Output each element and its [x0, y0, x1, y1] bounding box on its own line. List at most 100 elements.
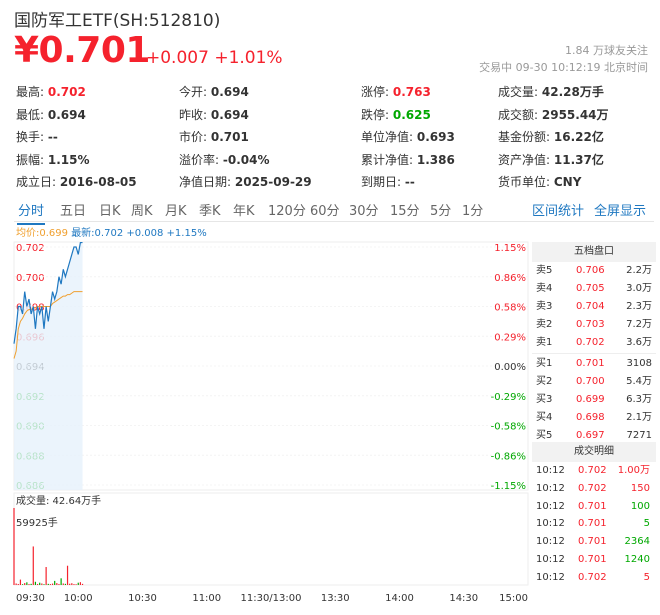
legend-latest-price: 最新:0.702 +0.008 +1.15% [71, 228, 207, 239]
info-label: 单位净值: [361, 130, 414, 145]
tab-5[interactable]: 季K [199, 204, 221, 219]
volume-bar [69, 583, 71, 585]
trade-price: 0.702 [578, 571, 607, 583]
x-tick-label: 11:30/13:00 [240, 593, 301, 604]
volume-bar [30, 583, 32, 585]
price-change-pct: +1.01% [214, 48, 283, 68]
info-cell: 成立日: 2016-08-05 [16, 173, 137, 190]
trade-row: 10:12 0.701 2364 [532, 533, 656, 551]
tab-8[interactable]: 60分 [310, 204, 340, 219]
tab-11[interactable]: 5分 [430, 204, 452, 219]
tab-12[interactable]: 1分 [462, 204, 484, 219]
info-cell: 资产净值: 11.37亿 [498, 151, 604, 168]
order-book-row: 卖1 0.702 3.6万 [532, 334, 656, 352]
order-book-vol: 7271 [626, 430, 652, 441]
trade-vol: 1240 [624, 553, 650, 565]
order-book-vol: 7.2万 [626, 319, 652, 330]
volume-bar [28, 584, 30, 585]
x-tick-label: 10:30 [128, 593, 157, 604]
volume-bar [73, 584, 75, 585]
range-stats-link[interactable]: 区间统计 [532, 204, 585, 219]
order-book-row: 买4 0.698 2.1万 [532, 409, 656, 427]
order-book-row: 买2 0.700 5.4万 [532, 373, 656, 391]
info-label: 市价: [179, 130, 208, 145]
tab-1[interactable]: 五日 [60, 204, 87, 219]
order-book-row: 买3 0.699 6.3万 [532, 391, 656, 409]
order-book-label: 买5 [536, 430, 553, 441]
pct-tick-label: 0.29% [494, 332, 526, 343]
x-tick-label: 14:00 [385, 593, 414, 604]
info-value: 2025-09-29 [234, 175, 312, 190]
info-cell: 最高: 0.702 [16, 83, 86, 100]
info-row: 最高: 0.702 今开: 0.694 涨停: 0.763 成交量: 42.28万手 [16, 83, 656, 106]
order-book-label: 买2 [536, 376, 553, 387]
info-row: 振幅: 1.15% 溢价率: -0.04% 累计净值: 1.386 资产净值: 11.… [16, 151, 656, 174]
trade-details-title: 成交明细 [532, 442, 656, 462]
tab-7[interactable]: 120分 [268, 204, 306, 219]
price-change: +0.007 +1.01% [146, 48, 283, 68]
tab-3[interactable]: 周K [131, 204, 153, 219]
x-tick-label: 13:30 [321, 593, 350, 604]
info-value: -0.04% [222, 152, 270, 167]
order-book-vol: 5.4万 [626, 376, 652, 387]
volume-max-label: 59925手 [16, 518, 58, 529]
tab-9[interactable]: 30分 [349, 204, 379, 219]
avg-price-line [13, 291, 83, 359]
volume-bar [21, 584, 24, 585]
info-cell: 累计净值: 1.386 [361, 151, 455, 168]
info-cell: 振幅: 1.15% [16, 151, 90, 168]
info-row: 换手: -- 市价: 0.701 单位净值: 0.693 基金份额: 16.22亿 [16, 128, 656, 151]
trade-vol: 2364 [624, 536, 650, 548]
trade-vol: 5 [643, 571, 650, 583]
order-book-divider [532, 353, 656, 354]
info-label: 资产净值: [498, 152, 551, 167]
follower-count: 1.84 万球友关注 [565, 44, 648, 57]
tab-10[interactable]: 15分 [390, 204, 420, 219]
trade-time: 10:12 [536, 553, 565, 565]
order-book-price: 0.699 [576, 394, 605, 405]
volume-bar [56, 583, 58, 585]
info-label: 成交量: [498, 85, 539, 99]
info-row: 最低: 0.694 昨收: 0.694 跌停: 0.625 成交额: 2955.44万 [16, 106, 656, 129]
chart-period-tabs: 分时 五日 日K 周K 月K 季K 年K 120分 60分 30分 15分 5分 1分 区间统计 全屏显示 [14, 196, 654, 225]
tab-2[interactable]: 日K [99, 204, 121, 219]
order-book-vol: 3.0万 [626, 283, 652, 294]
tab-4[interactable]: 月K [165, 204, 187, 219]
tab-6[interactable]: 年K [233, 204, 255, 219]
info-cell: 市价: 0.701 [179, 128, 249, 145]
info-label: 成立日: [16, 175, 57, 190]
volume-bar [36, 583, 39, 585]
pct-tick-label: -0.86% [491, 451, 526, 462]
volume-bar [47, 583, 49, 585]
info-value: 42.28万手 [541, 85, 604, 99]
order-book-vol: 2.2万 [626, 265, 652, 276]
info-label: 到期日: [361, 175, 402, 190]
trade-row: 10:12 0.702 150 [532, 480, 656, 498]
pct-tick-label: -1.15% [491, 481, 526, 492]
info-cell: 单位净值: 0.693 [361, 128, 455, 145]
order-book-label: 买1 [536, 358, 553, 369]
trade-price: 0.701 [578, 518, 607, 530]
info-cell: 成交额: 2955.44万 [498, 106, 609, 123]
price-change-value: +0.007 [146, 48, 209, 68]
trade-time: 10:12 [536, 482, 565, 494]
tab-0[interactable]: 分时 [16, 200, 46, 225]
info-value: CNY [553, 175, 582, 190]
volume-bar [34, 581, 37, 585]
info-value: 16.22亿 [553, 130, 604, 145]
info-cell: 最低: 0.694 [16, 106, 86, 123]
fullscreen-link[interactable]: 全屏显示 [594, 204, 647, 219]
volume-bar [66, 565, 69, 585]
x-tick-label: 11:00 [192, 593, 221, 604]
info-value: 11.37亿 [553, 152, 604, 167]
volume-bar [13, 508, 15, 585]
order-book-label: 卖3 [536, 301, 553, 312]
order-book-price: 0.703 [576, 319, 605, 330]
pct-tick-label: -0.29% [491, 392, 526, 403]
trade-price: 0.702 [578, 482, 607, 494]
order-book-label: 卖2 [536, 319, 553, 330]
info-cell: 货币单位: CNY [498, 173, 581, 190]
y-tick-label: 0.702 [16, 243, 45, 254]
order-book-label: 卖4 [536, 283, 553, 294]
